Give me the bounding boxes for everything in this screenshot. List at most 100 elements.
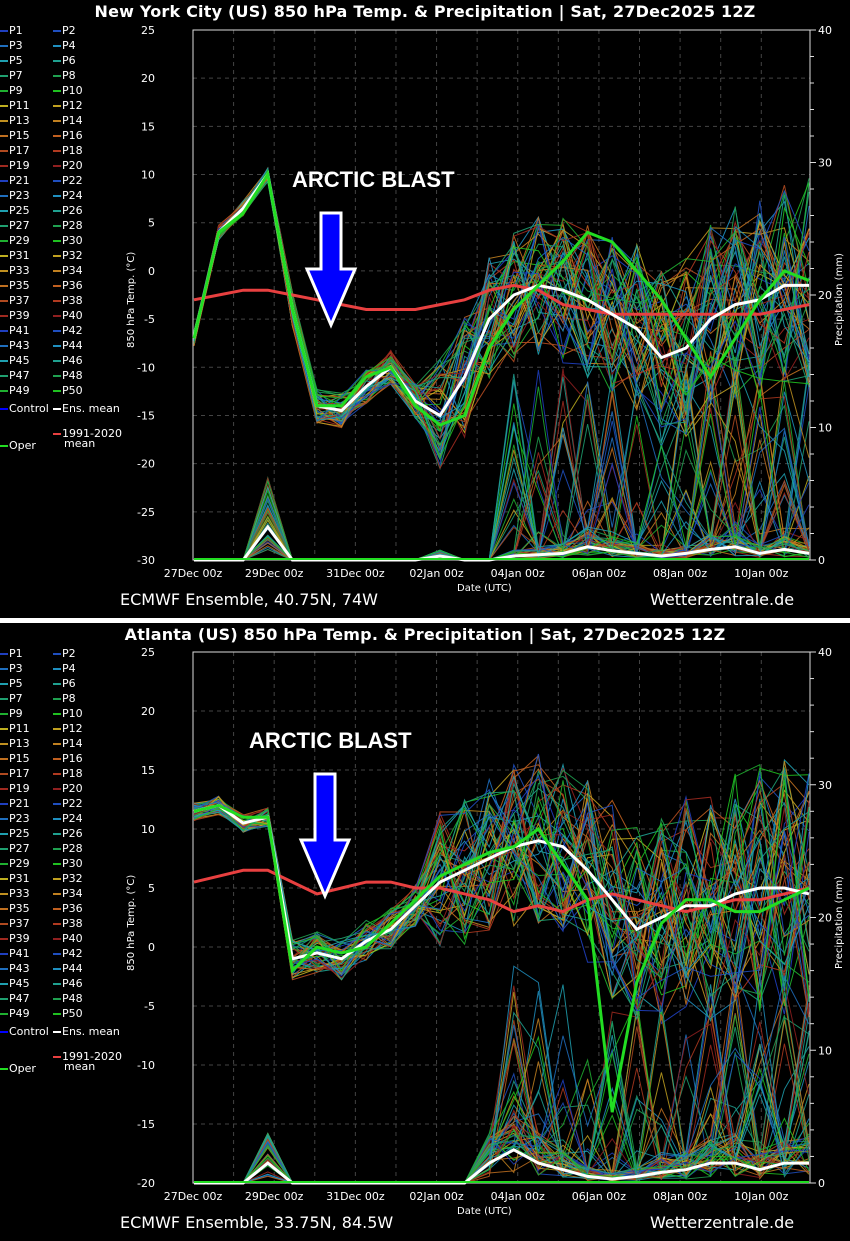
nyc-panel: New York City (US) 850 hPa Temp. & Preci… xyxy=(0,0,850,618)
y-tick-left: 25 xyxy=(141,24,155,37)
legend-swatch xyxy=(0,90,8,92)
legend-item-p36: P36 xyxy=(53,902,83,916)
legend-item-p8: P8 xyxy=(53,69,76,83)
legend-item-p34: P34 xyxy=(53,264,83,278)
legend-item-p36: P36 xyxy=(53,279,83,293)
legend-swatch xyxy=(0,135,8,137)
legend-swatch xyxy=(53,300,61,302)
legend-label: P8 xyxy=(62,69,76,82)
x-tick: 08Jan 00z xyxy=(653,1190,707,1203)
x-tick: 27Dec 00z xyxy=(164,567,223,580)
x-tick: 31Dec 00z xyxy=(326,1190,385,1203)
legend-item-p45: P45 xyxy=(0,977,30,991)
legend-swatch xyxy=(0,698,8,700)
legend-item-p6: P6 xyxy=(53,677,76,691)
y-tick-left: -10 xyxy=(137,1059,155,1072)
legend-swatch xyxy=(0,938,8,940)
legend-label: P41 xyxy=(9,947,30,960)
legend-label: P15 xyxy=(9,129,30,142)
legend-label: P49 xyxy=(9,1007,30,1020)
legend-climo-label-2: mean xyxy=(64,1060,96,1073)
legend-label: P26 xyxy=(62,827,83,840)
legend-label: P30 xyxy=(62,234,83,247)
legend-swatch xyxy=(53,908,61,910)
legend-swatch xyxy=(53,315,61,317)
legend-swatch xyxy=(0,255,8,257)
legend-swatch xyxy=(0,225,8,227)
legend-item-p6: P6 xyxy=(53,54,76,68)
legend-swatch xyxy=(0,30,8,32)
legend-item-ens-mean: Ens. mean xyxy=(53,1025,120,1039)
legend-item-p1: P1 xyxy=(0,647,23,661)
legend-item-p23: P23 xyxy=(0,189,30,203)
legend-label: P26 xyxy=(62,204,83,217)
legend-item-p21: P21 xyxy=(0,174,30,188)
legend-label: P28 xyxy=(62,219,83,232)
legend-swatch xyxy=(53,728,61,730)
y-tick-left: -20 xyxy=(137,458,155,471)
legend-swatch xyxy=(0,195,8,197)
legend-swatch xyxy=(0,360,8,362)
y-tick-right: 40 xyxy=(818,646,832,659)
legend-label: P10 xyxy=(62,84,83,97)
legend-label: P15 xyxy=(9,752,30,765)
annotation-text: ARCTIC BLAST xyxy=(292,167,455,192)
legend-label: P22 xyxy=(62,174,83,187)
legend-item-p37: P37 xyxy=(0,294,30,308)
legend-swatch xyxy=(0,150,8,152)
legend-item-p9: P9 xyxy=(0,707,23,721)
legend-item-p12: P12 xyxy=(53,722,83,736)
legend-item-p32: P32 xyxy=(53,872,83,886)
x-axis-label: Date (UTC) xyxy=(457,583,512,594)
legend-swatch xyxy=(0,270,8,272)
legend-item-p31: P31 xyxy=(0,872,30,886)
legend-item-p3: P3 xyxy=(0,662,23,676)
legend-swatch xyxy=(0,728,8,730)
legend-label: P42 xyxy=(62,947,83,960)
legend-swatch xyxy=(53,893,61,895)
legend-label: P45 xyxy=(9,354,30,367)
legend-item-p2: P2 xyxy=(53,24,76,38)
legend-swatch xyxy=(53,953,61,955)
footer-source: Wetterzentrale.de xyxy=(650,590,795,609)
legend-item-p44: P44 xyxy=(53,962,83,976)
x-tick: 04Jan 00z xyxy=(491,567,545,580)
legend-item-p46: P46 xyxy=(53,977,83,991)
legend-label: P44 xyxy=(62,339,83,352)
legend-swatch xyxy=(0,330,8,332)
legend-label: P36 xyxy=(62,279,83,292)
legend-item-p11: P11 xyxy=(0,722,30,736)
legend-label: P21 xyxy=(9,174,30,187)
legend-item-p49: P49 xyxy=(0,1007,30,1021)
legend-label: P31 xyxy=(9,249,30,262)
legend-item-p19: P19 xyxy=(0,159,30,173)
x-tick: 29Dec 00z xyxy=(245,1190,304,1203)
legend-label: P7 xyxy=(9,692,23,705)
legend-label: P6 xyxy=(62,54,76,67)
legend-item-p22: P22 xyxy=(53,174,83,188)
legend-swatch xyxy=(53,713,61,715)
legend-item-p39: P39 xyxy=(0,932,30,946)
legend-swatch xyxy=(0,683,8,685)
legend-item-p34: P34 xyxy=(53,887,83,901)
legend-item-p17: P17 xyxy=(0,767,30,781)
legend-swatch xyxy=(0,210,8,212)
legend-label: P23 xyxy=(9,812,30,825)
legend-swatch xyxy=(0,863,8,865)
legend-swatch xyxy=(0,60,8,62)
y-tick-left: -30 xyxy=(137,554,155,567)
legend-label: P45 xyxy=(9,977,30,990)
x-tick: 04Jan 00z xyxy=(491,1190,545,1203)
y-tick-left: 15 xyxy=(141,764,155,777)
legend-climo-label-2: mean xyxy=(64,437,96,450)
annotation-text: ARCTIC BLAST xyxy=(249,728,412,753)
legend-label: P14 xyxy=(62,737,83,750)
ens-mean-line xyxy=(193,803,810,961)
legend-swatch xyxy=(53,923,61,925)
legend-label: P19 xyxy=(9,782,30,795)
legend-label: P24 xyxy=(62,812,83,825)
legend-label: P39 xyxy=(9,309,30,322)
legend-swatch xyxy=(0,165,8,167)
legend-label: P7 xyxy=(9,69,23,82)
legend-item-p24: P24 xyxy=(53,189,83,203)
